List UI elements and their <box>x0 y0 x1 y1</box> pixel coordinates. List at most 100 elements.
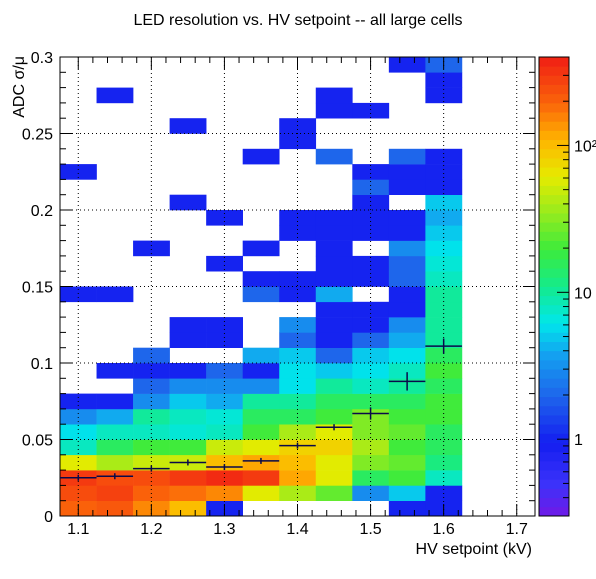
heatmap-cell <box>279 347 317 364</box>
color-scale-segment <box>539 350 569 361</box>
heatmap-cell <box>133 378 170 394</box>
color-scale-segment <box>539 387 569 398</box>
heatmap-cell <box>352 164 390 180</box>
heatmap-cell <box>315 225 353 241</box>
heatmap-cell <box>425 148 463 165</box>
heatmap-cell <box>388 301 426 318</box>
heatmap-cell <box>279 332 317 348</box>
x-tick-label: 1.1 <box>67 521 89 538</box>
heatmap-cell <box>388 470 426 486</box>
y-tick-label: 0.3 <box>31 50 53 67</box>
heatmap-cell <box>388 424 426 440</box>
color-scale-segment <box>539 148 569 159</box>
heatmap-cell <box>279 378 317 394</box>
heatmap-cell <box>242 286 280 303</box>
heatmap-cell <box>388 454 426 471</box>
color-scale-segment <box>539 176 569 186</box>
heatmap-cell <box>242 485 280 501</box>
heatmap-cell <box>315 470 353 486</box>
chart-title: LED resolution vs. HV setpoint -- all la… <box>133 12 462 29</box>
heatmap-cell <box>315 485 353 501</box>
heatmap-cell <box>352 102 390 119</box>
heatmap-cell <box>279 408 317 425</box>
heatmap-cell <box>425 164 463 180</box>
heatmap-cell <box>315 301 353 318</box>
heatmap-cell <box>315 102 353 119</box>
color-scale-segment <box>539 102 569 113</box>
color-scale-segment <box>539 424 569 434</box>
color-scale-segment <box>539 139 569 150</box>
heatmap-cell <box>315 210 353 226</box>
x-tick-label: 1.7 <box>506 521 528 538</box>
x-axis-label: HV setpoint (kV) <box>416 541 532 558</box>
color-scale-segment <box>539 130 569 141</box>
heatmap-cell <box>352 439 390 456</box>
color-scale-label: 10 <box>574 285 592 302</box>
heatmap-cell <box>169 485 207 501</box>
heatmap-cell <box>315 454 353 471</box>
heatmap-cell <box>133 363 170 379</box>
heatmap-cell <box>279 317 317 333</box>
color-scale-frame <box>538 56 570 517</box>
axes: 1.1 1.2 1.3 1.4 1.5 1.6 1.7 0 0.05 0.1 0.15 0.2 0.25… <box>22 50 536 538</box>
color-scale-segment <box>539 460 569 471</box>
heatmap-cell <box>315 271 353 287</box>
heatmap-cell <box>60 286 97 303</box>
heatmap-cell <box>388 148 426 165</box>
heatmap-cell <box>169 393 207 410</box>
color-scale-segment <box>539 93 569 104</box>
heatmap-cell <box>425 179 463 195</box>
heatmap-cell <box>315 424 353 440</box>
color-scale-segment <box>539 341 569 352</box>
y-tick-label: 0.15 <box>22 280 53 297</box>
heatmap-cell <box>388 317 426 333</box>
heatmap-cell <box>315 393 353 410</box>
heatmap-cell <box>425 454 463 471</box>
color-scale-segment <box>539 451 569 462</box>
heatmap-cell <box>206 332 243 348</box>
profile-markers <box>60 338 462 481</box>
heatmap-cell <box>242 347 280 364</box>
heatmap-cell <box>96 500 134 517</box>
heatmap-cell <box>388 286 426 303</box>
heatmap-cell <box>96 439 134 456</box>
heatmap-cell <box>425 347 463 364</box>
color-scale-segment <box>539 506 569 517</box>
heatmap-cell <box>133 439 170 456</box>
color-scale-segment <box>539 415 569 425</box>
color-scale-segment <box>539 396 569 407</box>
heatmap-cell <box>388 393 426 410</box>
x-tick-label: 1.3 <box>213 521 235 538</box>
heatmap-cell <box>315 255 353 272</box>
heatmap-cell <box>315 87 353 104</box>
color-scale-segment <box>539 249 569 260</box>
heatmap-cell <box>169 439 207 456</box>
heatmap-cell <box>315 439 353 456</box>
heatmap-cell <box>315 378 353 394</box>
color-scale-segment <box>539 332 569 342</box>
heatmap-cell <box>425 439 463 456</box>
heatmap-cell <box>169 378 207 394</box>
y-axis-label: ADC σ/μ <box>11 56 28 118</box>
heatmap-cell <box>388 210 426 226</box>
heatmap-cell <box>96 408 134 425</box>
color-scale-segment <box>539 277 569 287</box>
heatmap-cell <box>169 118 207 134</box>
color-scale-segment <box>539 268 569 278</box>
color-scale-segment <box>539 75 569 85</box>
heatmap-cell <box>279 271 317 287</box>
heatmap-cell <box>388 408 426 425</box>
color-scale-segment <box>539 213 569 223</box>
color-scale-segment <box>539 121 569 131</box>
heatmap-cell <box>352 179 390 195</box>
color-scale-segment <box>539 84 569 95</box>
heatmap-cell <box>425 424 463 440</box>
heatmap-cell <box>169 408 207 425</box>
heatmap-cell <box>425 87 463 104</box>
heatmap-cell <box>242 271 280 287</box>
heatmap-cell <box>352 378 390 394</box>
x-tick-label: 1.5 <box>359 521 381 538</box>
heatmap-cell <box>388 271 426 287</box>
